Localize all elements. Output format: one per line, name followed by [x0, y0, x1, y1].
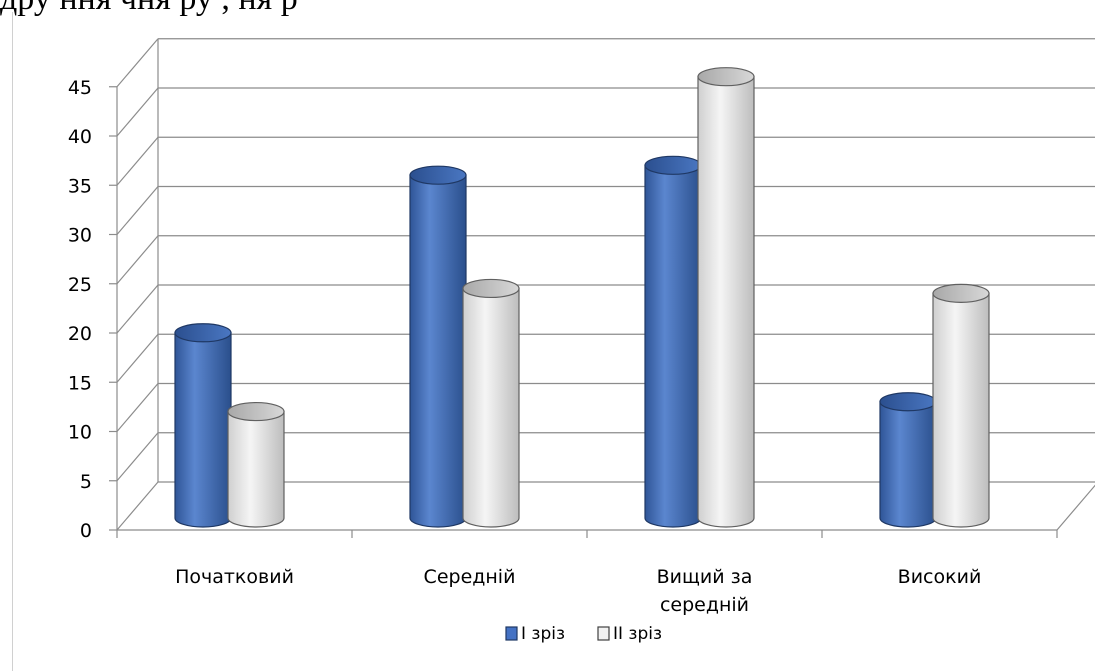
bar-top: [174, 323, 232, 343]
legend-swatch: [505, 626, 518, 641]
y-tick-label: 5: [80, 471, 92, 493]
gridline-side: [116, 186, 159, 235]
x-category-label: Вищий за: [657, 566, 753, 588]
y-tick-label: 0: [80, 520, 92, 542]
gridline-side: [116, 432, 159, 482]
bar-top: [462, 278, 520, 299]
axis-layer: [109, 86, 1095, 538]
bar-1: [644, 155, 702, 528]
gridline-side: [116, 235, 159, 285]
bar-top: [227, 401, 285, 422]
y-tick-label: 20: [68, 323, 92, 345]
gridline-side: [116, 383, 159, 432]
bar-1: [879, 392, 937, 528]
floor-right-edge: [1056, 484, 1095, 531]
x-category-label: Високий: [898, 566, 982, 588]
chart-frame: [12, 12, 1093, 671]
bar-2: [227, 401, 285, 528]
legend: I зріз II зріз: [505, 624, 662, 644]
bar-1: [409, 165, 467, 528]
y-tick-label: 30: [68, 225, 92, 247]
bar-body: [932, 292, 990, 528]
gridline-side: [116, 284, 159, 334]
page-top-text: дру ння чня ру , ня р: [0, 0, 1095, 20]
gridline-side: [116, 333, 159, 383]
bar-top: [644, 155, 702, 175]
y-tick-label: 15: [68, 372, 92, 394]
gridline-side: [116, 136, 159, 186]
y-tick-label: 35: [68, 175, 92, 197]
bar-1: [174, 323, 232, 528]
bar-top: [879, 392, 937, 412]
x-category-label: середній: [660, 594, 749, 616]
y-tick-label: 40: [68, 126, 92, 148]
gridline-side: [116, 481, 159, 531]
x-category-label: Середній: [424, 566, 516, 588]
bar-top: [932, 283, 990, 303]
bar-2: [697, 67, 755, 528]
bar-body: [879, 401, 937, 528]
label-layer: 0 5 10 15 20 25 30 35 40 45 Початковий Середній Вищи…: [68, 77, 982, 616]
bar-2: [932, 283, 990, 528]
gridline-side: [116, 38, 159, 88]
y-tick-label: 25: [68, 274, 92, 296]
gridline-side: [116, 87, 159, 137]
legend-label: I зріз: [521, 624, 565, 644]
bar-body: [409, 174, 467, 528]
bar-2: [462, 278, 520, 528]
bar-body: [644, 164, 702, 528]
y-tick-label: 10: [68, 422, 92, 444]
bar-body: [174, 332, 232, 528]
bar-top: [697, 67, 755, 87]
y-tick-label: 45: [68, 77, 92, 99]
x-category-label: Початковий: [175, 566, 294, 588]
legend-swatch: [597, 626, 610, 641]
bar-top: [409, 165, 467, 185]
legend-label: II зріз: [613, 624, 662, 644]
bar-layer: [174, 67, 990, 528]
bar-body: [462, 287, 520, 528]
grid-layer: [116, 38, 1095, 531]
bar-body: [227, 410, 285, 528]
bar-body: [697, 76, 755, 528]
